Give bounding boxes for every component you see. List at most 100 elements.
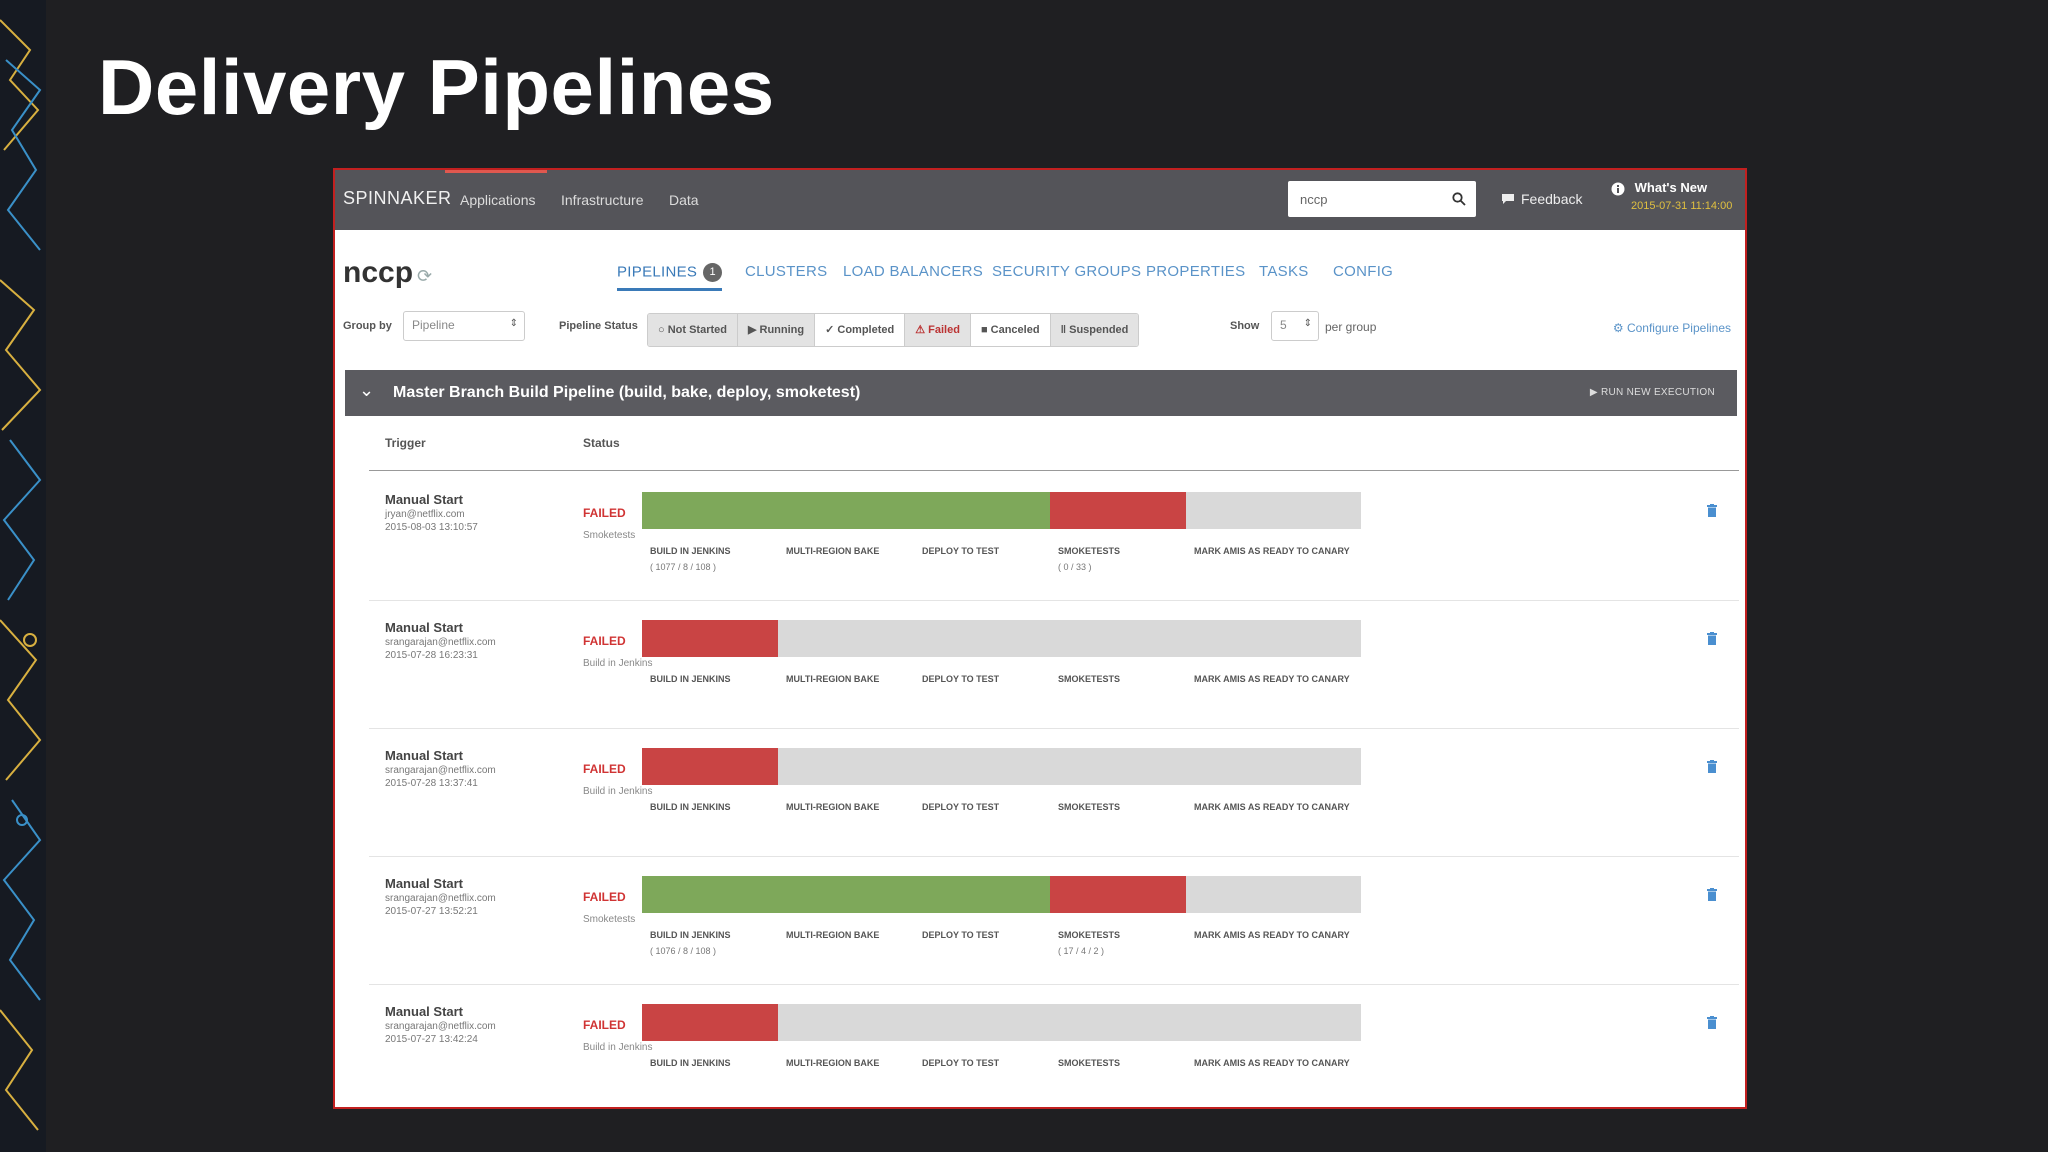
feedback-link[interactable]: Feedback bbox=[1501, 191, 1582, 207]
trigger-time: 2015-07-28 13:37:41 bbox=[385, 778, 478, 789]
nav-data[interactable]: Data bbox=[669, 192, 699, 208]
execution-row[interactable]: Manual Start jryan@netflix.com 2015-08-03 … bbox=[369, 472, 1739, 601]
trigger-type: Manual Start bbox=[385, 620, 464, 635]
tab-pipelines[interactable]: PIPELINES 1 bbox=[617, 263, 723, 291]
stage-bar-not-started[interactable] bbox=[1186, 876, 1361, 913]
select-arrows-icon: ⇕ bbox=[1303, 318, 1312, 329]
pipeline-group-header[interactable]: ⌄ Master Branch Build Pipeline (build, b… bbox=[345, 370, 1737, 416]
stage-label: BUILD IN JENKINS bbox=[650, 930, 731, 940]
stage-label: MULTI-REGION BAKE bbox=[786, 674, 880, 684]
stage-4[interactable]: MARK AMIS AS READY TO CANARY bbox=[1186, 748, 1361, 818]
spinnaker-screenshot: SPINNAKER Applications Infrastructure Da… bbox=[333, 168, 1747, 1109]
trigger-time: 2015-07-28 16:23:31 bbox=[385, 650, 478, 661]
stage-label: DEPLOY TO TEST bbox=[922, 930, 1000, 940]
nav-applications[interactable]: Applications bbox=[460, 192, 536, 208]
trigger-type: Manual Start bbox=[385, 748, 464, 763]
show-count-value: 5 bbox=[1280, 318, 1287, 332]
tab-security-groups[interactable]: SECURITY GROUPS bbox=[992, 263, 1142, 280]
stage-bar-not-started[interactable] bbox=[1186, 620, 1361, 657]
chevron-down-icon[interactable]: ⌄ bbox=[359, 380, 375, 400]
execution-status: FAILED Build in Jenkins bbox=[583, 634, 652, 669]
stage-label: BUILD IN JENKINS bbox=[650, 674, 731, 684]
execution-trigger: Manual Start srangarajan@netflix.com 2015-… bbox=[385, 748, 496, 789]
search-box[interactable] bbox=[1288, 181, 1476, 217]
trash-icon[interactable] bbox=[1707, 888, 1717, 901]
filter-bar: Group by Pipeline ⇕ Pipeline Status ○ Not… bbox=[335, 307, 1745, 347]
execution-row[interactable]: Manual Start srangarajan@netflix.com 2015-… bbox=[369, 600, 1739, 729]
whats-new-link[interactable]: What's New 2015-07-31 11:14:00 bbox=[1611, 180, 1732, 212]
status-canceled-button[interactable]: ■ Canceled bbox=[970, 314, 1051, 346]
stage-bar-not-started[interactable] bbox=[1186, 492, 1361, 529]
search-icon[interactable] bbox=[1452, 192, 1466, 206]
status-not-started-button[interactable]: ○ Not Started bbox=[648, 314, 738, 346]
stage-counts: ( 1076 / 8 / 108 ) bbox=[650, 946, 717, 956]
status-running-label: Running bbox=[759, 324, 805, 336]
whats-new-date: 2015-07-31 11:14:00 bbox=[1631, 199, 1733, 212]
status-completed-label: Completed bbox=[837, 324, 895, 336]
stage-4[interactable]: MARK AMIS AS READY TO CANARY bbox=[1186, 876, 1361, 946]
decorative-circuit-strip bbox=[0, 0, 46, 1152]
refresh-icon[interactable]: ⟳ bbox=[417, 266, 433, 286]
tab-properties[interactable]: PROPERTIES bbox=[1146, 263, 1246, 280]
trigger-user: srangarajan@netflix.com bbox=[385, 765, 496, 776]
trigger-type: Manual Start bbox=[385, 1004, 464, 1019]
status-suspended-label: Suspended bbox=[1069, 324, 1129, 336]
run-new-execution-button[interactable]: ▶ RUN NEW EXECUTION bbox=[1589, 387, 1715, 398]
tab-load-balancers[interactable]: LOAD BALANCERS bbox=[843, 263, 984, 280]
stage-label: SMOKETESTS bbox=[1058, 546, 1121, 556]
stage-counts: ( 17 / 4 / 2 ) bbox=[1058, 946, 1105, 956]
configure-pipelines-link[interactable]: ⚙ Configure Pipelines bbox=[1612, 321, 1731, 335]
trigger-time: 2015-07-27 13:52:21 bbox=[385, 906, 478, 917]
whats-new-label: What's New bbox=[1634, 180, 1708, 195]
stage-label: MARK AMIS AS READY TO CANARY bbox=[1194, 802, 1350, 812]
select-arrows-icon: ⇕ bbox=[509, 318, 518, 329]
status-running-button[interactable]: ▶ Running bbox=[737, 314, 816, 346]
tab-tasks[interactable]: TASKS bbox=[1259, 263, 1309, 280]
status-detail: Build in Jenkins bbox=[583, 786, 653, 797]
trigger-user: srangarajan@netflix.com bbox=[385, 893, 496, 904]
stage-4[interactable]: MARK AMIS AS READY TO CANARY bbox=[1186, 492, 1361, 562]
trash-icon[interactable] bbox=[1707, 760, 1717, 773]
show-count-select[interactable]: 5 ⇕ bbox=[1271, 311, 1319, 341]
column-header-divider bbox=[369, 470, 1739, 471]
trash-icon[interactable] bbox=[1707, 504, 1717, 517]
trigger-type: Manual Start bbox=[385, 492, 464, 507]
stage-label: SMOKETESTS bbox=[1058, 1058, 1121, 1068]
status-detail: Smoketests bbox=[583, 530, 636, 541]
execution-row[interactable]: Manual Start srangarajan@netflix.com 2015-… bbox=[369, 856, 1739, 985]
status-filter-group: ○ Not Started ▶ Running ✓ Completed ⚠ Fa… bbox=[647, 313, 1140, 347]
tab-config[interactable]: CONFIG bbox=[1333, 263, 1394, 280]
search-input[interactable] bbox=[1298, 190, 1442, 208]
status-suspended-button[interactable]: ‖ Suspended bbox=[1050, 314, 1139, 346]
stage-label: MARK AMIS AS READY TO CANARY bbox=[1194, 546, 1350, 556]
brand-logo[interactable]: SPINNAKER bbox=[343, 188, 452, 208]
status-failed-label: Failed bbox=[928, 324, 960, 336]
execution-trigger: Manual Start srangarajan@netflix.com 2015-… bbox=[385, 1004, 496, 1045]
execution-trigger: Manual Start jryan@netflix.com 2015-08-03 … bbox=[385, 492, 478, 533]
status-text: FAILED bbox=[583, 762, 626, 776]
stage-4[interactable]: MARK AMIS AS READY TO CANARY bbox=[1186, 1004, 1361, 1074]
execution-status: FAILED Smoketests bbox=[583, 890, 635, 925]
trigger-time: 2015-08-03 13:10:57 bbox=[385, 522, 478, 533]
group-by-select[interactable]: Pipeline ⇕ bbox=[403, 311, 525, 341]
stage-label: DEPLOY TO TEST bbox=[922, 1058, 1000, 1068]
stage-bar-not-started[interactable] bbox=[1186, 1004, 1361, 1041]
status-completed-button[interactable]: ✓ Completed bbox=[815, 314, 906, 346]
nav-infrastructure[interactable]: Infrastructure bbox=[561, 192, 644, 208]
execution-status: FAILED Build in Jenkins bbox=[583, 1018, 652, 1053]
group-by-label: Group by bbox=[343, 320, 392, 332]
tab-clusters[interactable]: CLUSTERS bbox=[745, 263, 828, 280]
execution-row[interactable]: Manual Start srangarajan@netflix.com 2015-… bbox=[369, 728, 1739, 857]
stage-bar-not-started[interactable] bbox=[1186, 748, 1361, 785]
status-detail: Build in Jenkins bbox=[583, 658, 653, 669]
trash-icon[interactable] bbox=[1707, 1016, 1717, 1029]
trigger-time: 2015-07-27 13:42:24 bbox=[385, 1034, 478, 1045]
status-text: FAILED bbox=[583, 890, 626, 904]
status-failed-button[interactable]: ⚠ Failed bbox=[905, 314, 971, 346]
trash-icon[interactable] bbox=[1707, 632, 1717, 645]
stage-label: MARK AMIS AS READY TO CANARY bbox=[1194, 674, 1350, 684]
stage-label: MULTI-REGION BAKE bbox=[786, 930, 880, 940]
execution-row[interactable]: Manual Start srangarajan@netflix.com 2015-… bbox=[369, 984, 1739, 1107]
stage-4[interactable]: MARK AMIS AS READY TO CANARY bbox=[1186, 620, 1361, 690]
stage-label: SMOKETESTS bbox=[1058, 674, 1121, 684]
